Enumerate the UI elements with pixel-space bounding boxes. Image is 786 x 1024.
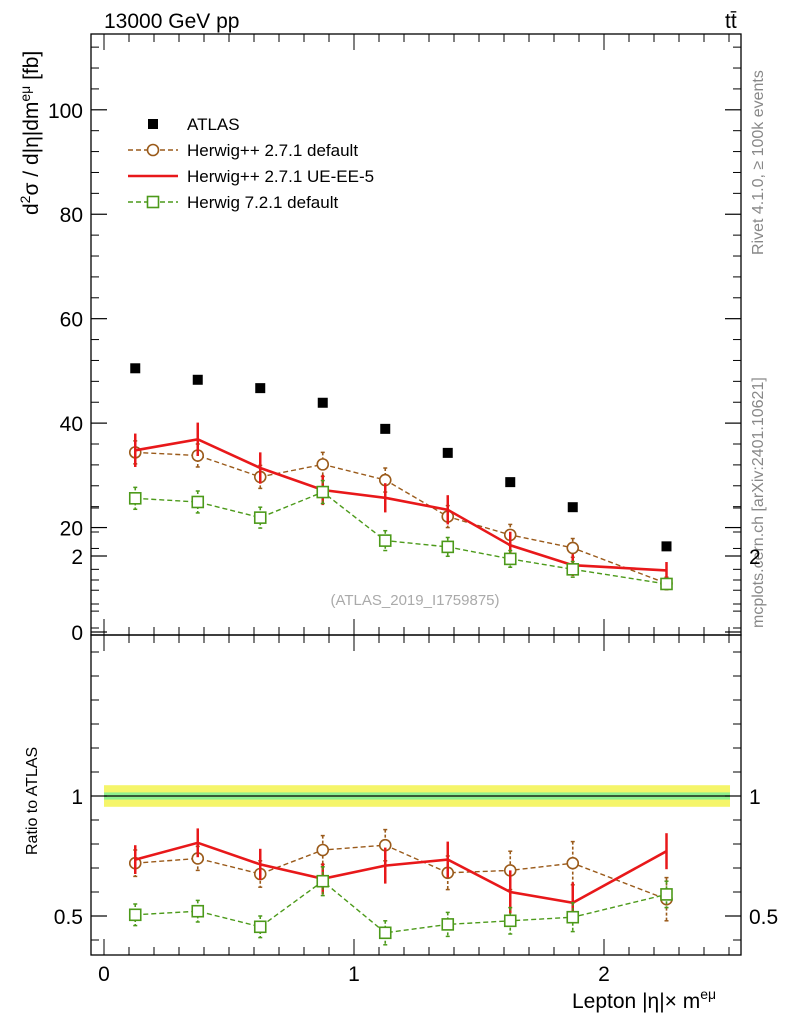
main-panel: 0 20 40 60 80 100 — [48, 33, 742, 645]
ratio-series-2-marker-square — [566, 910, 580, 924]
legend-marker-atlas — [148, 119, 158, 129]
header-process: tt̄ — [725, 10, 737, 33]
main-series-1-marker-circle — [316, 458, 330, 471]
main-series-3-marker-square — [503, 552, 517, 566]
main-series-1-marker-circle — [566, 541, 580, 555]
legend-label: Herwig++ 2.7.1 UE-EE-5 — [187, 167, 374, 186]
main-series-0-point-atlas — [317, 397, 328, 408]
main-series-3-marker-square — [316, 485, 330, 499]
main-series-3-marker-square — [253, 511, 267, 524]
ratio-xtick-label: 1 — [348, 963, 360, 986]
main-ytick-label: 100 — [48, 100, 83, 123]
main-ytick-label: 20 — [60, 518, 83, 541]
ratio-series-2-line — [135, 880, 667, 934]
main-series-3-marker-square — [128, 492, 142, 505]
main-series-3-marker-square — [191, 495, 205, 509]
rivet-version: Rivet 4.1.0, ≥ 100k events — [750, 70, 767, 255]
ratio-ylabel: Ratio to ATLAS — [24, 747, 41, 855]
ratio-ytick-label-right: 2 — [749, 546, 761, 569]
ratio-series-2-marker-square — [191, 904, 205, 918]
xlabel: Lepton |η|× meμ — [572, 986, 716, 1013]
main-series-3-marker-square — [441, 540, 455, 554]
ratio-series-1-line — [134, 841, 668, 905]
main-ytick-label: 80 — [60, 204, 83, 227]
main-series-3-line — [135, 491, 667, 585]
main-series-0-point-atlas — [442, 447, 453, 458]
main-ylabel: d2σ / d|η|dmeμ [fb] — [17, 51, 43, 215]
main-series-0-point-atlas — [380, 423, 391, 434]
main-series-0-point-atlas — [192, 374, 203, 385]
ratio-ytick-label-right: 1 — [749, 786, 761, 809]
ratio-ytick-label: 2 — [71, 546, 83, 569]
ratio-ytick-label: 1 — [71, 786, 83, 809]
main-series-1-line — [135, 451, 667, 585]
ratio-series-2-marker-square — [253, 920, 267, 934]
ratio-series-0-marker-circle — [316, 843, 330, 857]
main-series-0-point-atlas — [130, 363, 141, 374]
legend-label: Herwig 7.2.1 default — [187, 193, 338, 212]
main-ytick-label: 60 — [60, 309, 83, 332]
ratio-series-2-marker-square — [503, 914, 517, 928]
ratio-series-2-marker-square — [441, 918, 455, 931]
ratio-series-2-marker-square — [660, 888, 673, 901]
ratio-ytick-label-right: 0.5 — [749, 906, 778, 929]
main-series-0-point-atlas — [661, 541, 672, 552]
ratio-series-2-marker-square — [316, 874, 330, 888]
ratio-panel: 0.5 0.51 12 20 1 2 — [54, 507, 778, 986]
ratio-series-0-line — [135, 844, 667, 900]
main-series-0-point-atlas — [505, 477, 516, 488]
main-series-3-marker-square — [566, 563, 580, 576]
main-series-3-marker-square — [660, 577, 673, 591]
ratio-frame — [90, 634, 742, 956]
ratio-series-2-marker-square — [128, 908, 142, 922]
main-series-2-line — [135, 437, 667, 572]
mcplots-ref: mcplots.cern.ch [arXiv:2401.10621] — [750, 377, 767, 628]
legend-label: Herwig++ 2.7.1 default — [187, 141, 358, 160]
legend: ATLAS Herwig++ 2.7.1 default Herwig++ 2.7.… — [128, 115, 374, 212]
ratio-ytick-label: 0.5 — [54, 906, 83, 929]
ratio-series-2-marker-square — [378, 926, 392, 940]
ratio-series-0-marker-circle — [566, 856, 580, 870]
main-series-3-marker-square — [378, 534, 392, 547]
ratio-xtick-label: 0 — [98, 963, 110, 986]
main-ytick-label: 40 — [60, 413, 83, 436]
main-series-0-point-atlas — [255, 383, 266, 394]
analysis-watermark: (ATLAS_2019_I1759875) — [330, 592, 499, 609]
legend-marker-square — [146, 195, 160, 209]
legend-label: ATLAS — [187, 115, 240, 134]
main-ytick-label: 0 — [71, 622, 83, 645]
ratio-xtick-label: 2 — [598, 963, 610, 986]
header-energy: 13000 GeV pp — [104, 10, 239, 33]
main-series-0-point-atlas — [567, 502, 578, 513]
legend-marker-circle — [146, 143, 160, 157]
